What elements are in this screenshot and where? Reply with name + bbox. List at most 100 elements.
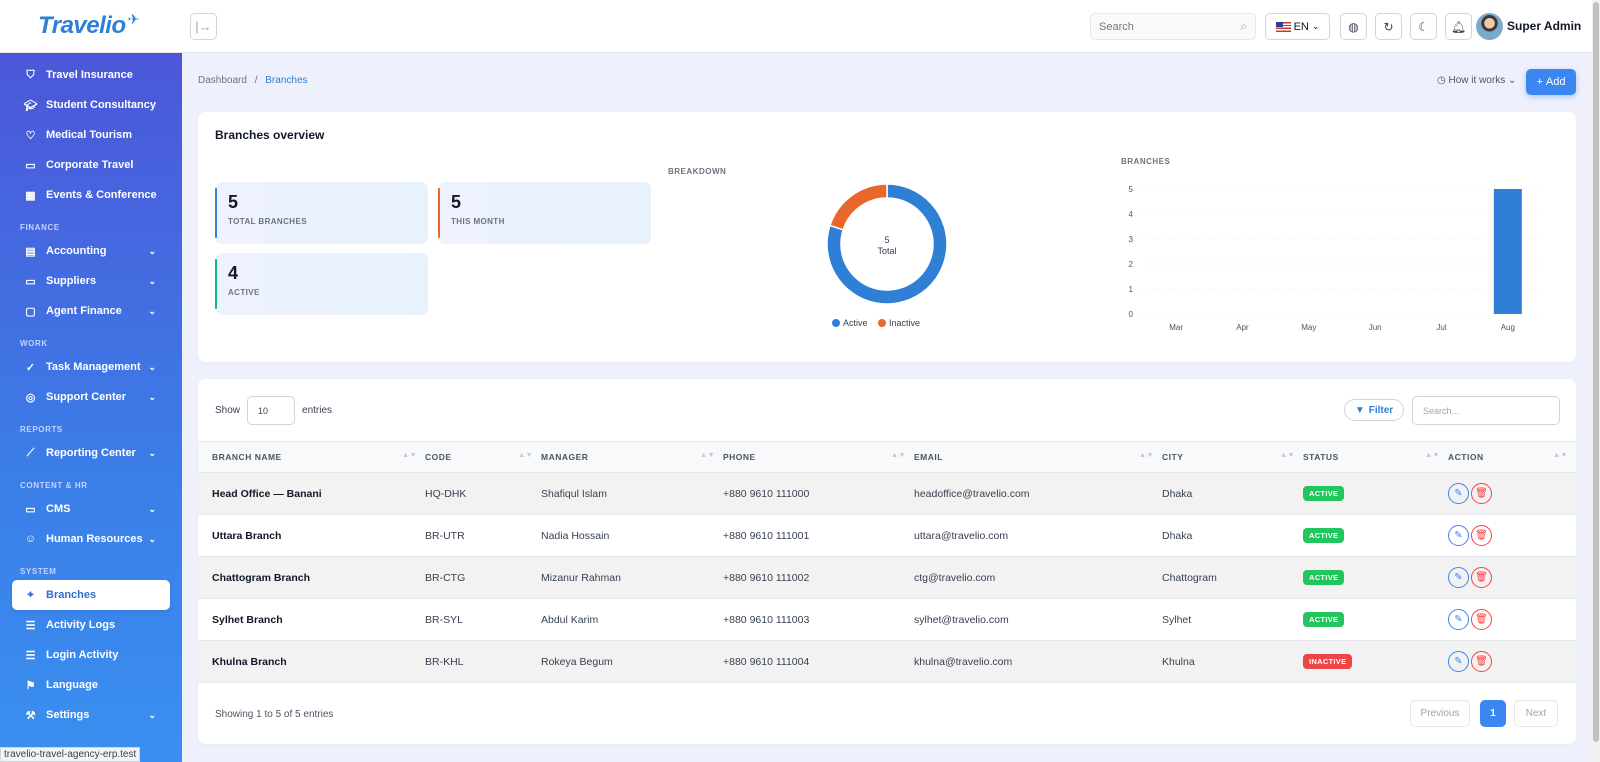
column-header-email[interactable]: EMAIL ▲▼ <box>914 441 1162 473</box>
sidebar-item-task-management[interactable]: ✓ Task Management ⌄ <box>0 352 182 382</box>
table-row: Khulna Branch BR-KHL Rokeya Begum +880 9610… <box>198 640 1576 683</box>
wallet-icon: ▢ <box>25 305 36 318</box>
calendar-icon: ▦ <box>25 189 36 202</box>
users-icon: ☺ <box>24 533 37 545</box>
table-search-input[interactable]: Search... <box>1412 396 1560 425</box>
delete-button[interactable]: 🗑︎ <box>1471 525 1492 546</box>
sidebar-item-label: Corporate Travel <box>46 159 134 171</box>
column-header-phone[interactable]: PHONE ▲▼ <box>723 441 914 473</box>
sidebar-item-corporate-travel[interactable]: ▭ Corporate Travel <box>0 150 182 180</box>
sidebar-item-settings[interactable]: ⚒ Settings ⌄ <box>0 700 182 730</box>
stat-label: TOTAL BRANCHES <box>228 217 307 226</box>
map-pin-icon: ⌖ <box>27 588 34 601</box>
cell-manager: Shafiqul Islam <box>541 472 723 515</box>
scrollbar-thumb[interactable] <box>1593 2 1599 742</box>
logo[interactable]: Travelio ✈ <box>0 0 182 53</box>
sidebar-item-support-center[interactable]: ◎ Support Center ⌄ <box>0 382 182 412</box>
cell-status: ACTIVE <box>1303 514 1448 557</box>
cell-city: Chattogram <box>1162 556 1303 599</box>
stat-active: 4 ACTIVE <box>215 253 428 315</box>
cell-status: ACTIVE <box>1303 598 1448 641</box>
header-search[interactable]: ⌕ <box>1090 13 1256 40</box>
how-it-works-button[interactable]: ◷ How it works ⌄ <box>1437 75 1516 86</box>
chevron-down-icon: ⌄ <box>148 391 156 402</box>
delete-button[interactable]: 🗑︎ <box>1471 483 1492 504</box>
sidebar-item-travel-insurance[interactable]: ⛉ Travel Insurance <box>0 60 182 90</box>
avatar[interactable] <box>1476 13 1503 40</box>
sidebar-item-label: Student Consultancy <box>46 99 157 111</box>
how-it-works-label: How it works <box>1448 75 1506 86</box>
trash-icon: 🗑︎ <box>1475 572 1488 583</box>
list-icon: ☰ <box>25 619 36 632</box>
sort-icon: ▲▼ <box>891 452 906 459</box>
sidebar-item-events-conference[interactable]: ▦ Events & Conference <box>0 180 182 210</box>
edit-button[interactable]: ✎ <box>1448 483 1469 504</box>
edit-button[interactable]: ✎ <box>1448 567 1469 588</box>
cell-phone: +880 9610 111003 <box>723 598 914 641</box>
sidebar-item-suppliers[interactable]: ▭ Suppliers ⌄ <box>0 266 182 296</box>
y-tick-label: 5 <box>1129 185 1134 194</box>
sidebar-item-reporting-center[interactable]: ⟋ Reporting Center ⌄ <box>0 438 182 468</box>
cell-email: uttara@travelio.com <box>914 514 1162 557</box>
column-header-manager[interactable]: MANAGER ▲▼ <box>541 441 723 473</box>
globe-button[interactable]: ◍ <box>1340 13 1367 40</box>
legend-swatch-active <box>832 319 840 327</box>
sidebar-item-agent-finance[interactable]: ▢ Agent Finance ⌄ <box>0 296 182 326</box>
sidebar-item-activity-logs[interactable]: ☰ Activity Logs <box>0 610 182 640</box>
stat-label: THIS MONTH <box>451 217 505 226</box>
pagination-next-button[interactable]: Next <box>1514 700 1558 727</box>
column-header-status[interactable]: STATUS ▲▼ <box>1303 441 1448 473</box>
column-header-branch-name[interactable]: BRANCH NAME ▲▼ <box>198 441 425 473</box>
cell-action: ✎ 🗑︎ <box>1448 472 1576 515</box>
pagination-page-1[interactable]: 1 <box>1480 700 1506 727</box>
sidebar-section-title: REPORTS <box>20 425 63 434</box>
sidebar-item-login-activity[interactable]: ☰ Login Activity <box>0 640 182 670</box>
overview-title: Branches overview <box>215 128 325 142</box>
table-row: Head Office — Banani HQ-DHK Shafiqul Islam… <box>198 472 1576 515</box>
entries-select[interactable]: 10 <box>247 396 296 425</box>
cell-name: Uttara Branch <box>198 514 425 557</box>
column-header-action[interactable]: ACTION ▲▼ <box>1448 441 1576 473</box>
page-scrollbar[interactable] <box>1592 0 1600 762</box>
edit-button[interactable]: ✎ <box>1448 525 1469 546</box>
theme-toggle-button[interactable]: ☾ <box>1410 13 1437 40</box>
column-header-label: ACTION <box>1448 452 1484 462</box>
sidebar-item-label: CMS <box>46 503 71 515</box>
cell-code: BR-SYL <box>425 598 541 641</box>
header-search-input[interactable] <box>1099 20 1229 33</box>
chevron-down-icon: ⌄ <box>148 503 156 514</box>
column-header-city[interactable]: CITY ▲▼ <box>1162 441 1303 473</box>
shield-icon: ⛉ <box>26 68 35 81</box>
sidebar-item-branches[interactable]: ⌖ Branches <box>12 580 170 610</box>
sidebar-item-human-resources[interactable]: ☺ Human Resources ⌄ <box>0 524 182 554</box>
delete-button[interactable]: 🗑︎ <box>1471 567 1492 588</box>
sidebar-item-language[interactable]: ⚑ Language <box>0 670 182 700</box>
user-name[interactable]: Super Admin <box>1507 19 1582 33</box>
stat-value: 4 <box>228 263 239 283</box>
sidebar-item-medical-tourism[interactable]: ♡ Medical Tourism <box>0 120 182 150</box>
language-selector[interactable]: EN ⌄ <box>1265 13 1330 40</box>
edit-icon: ✎ <box>1454 488 1463 499</box>
status-url: travelio-travel-agency-erp.test <box>0 747 141 762</box>
trash-icon: 🗑︎ <box>1475 488 1488 499</box>
notifications-button[interactable]: 🔔︎ <box>1445 13 1472 40</box>
sidebar-item-accounting[interactable]: ▤ Accounting ⌄ <box>0 236 182 266</box>
sidebar-item-student-consultancy[interactable]: 🎓︎ Student Consultancy <box>0 90 182 120</box>
delete-button[interactable]: 🗑︎ <box>1471 609 1492 630</box>
filter-button[interactable]: ▼ Filter <box>1344 399 1404 421</box>
status-badge: ACTIVE <box>1303 612 1345 627</box>
cell-phone: +880 9610 111004 <box>723 640 914 683</box>
sidebar-toggle-button[interactable]: |→ <box>190 13 217 40</box>
pagination-previous-button[interactable]: Previous <box>1410 700 1470 727</box>
add-button[interactable]: + Add <box>1526 69 1576 95</box>
edit-button[interactable]: ✎ <box>1448 651 1469 672</box>
refresh-button[interactable]: ↻ <box>1375 13 1402 40</box>
delete-button[interactable]: 🗑︎ <box>1471 651 1492 672</box>
sidebar-section-title: WORK <box>20 339 48 348</box>
donut-slice-inactive <box>828 183 888 231</box>
edit-button[interactable]: ✎ <box>1448 609 1469 630</box>
sidebar-item-cms[interactable]: ▭ CMS ⌄ <box>0 494 182 524</box>
y-tick-label: 4 <box>1129 210 1134 219</box>
column-header-code[interactable]: CODE ▲▼ <box>425 441 541 473</box>
breadcrumb-root[interactable]: Dashboard <box>198 75 247 86</box>
